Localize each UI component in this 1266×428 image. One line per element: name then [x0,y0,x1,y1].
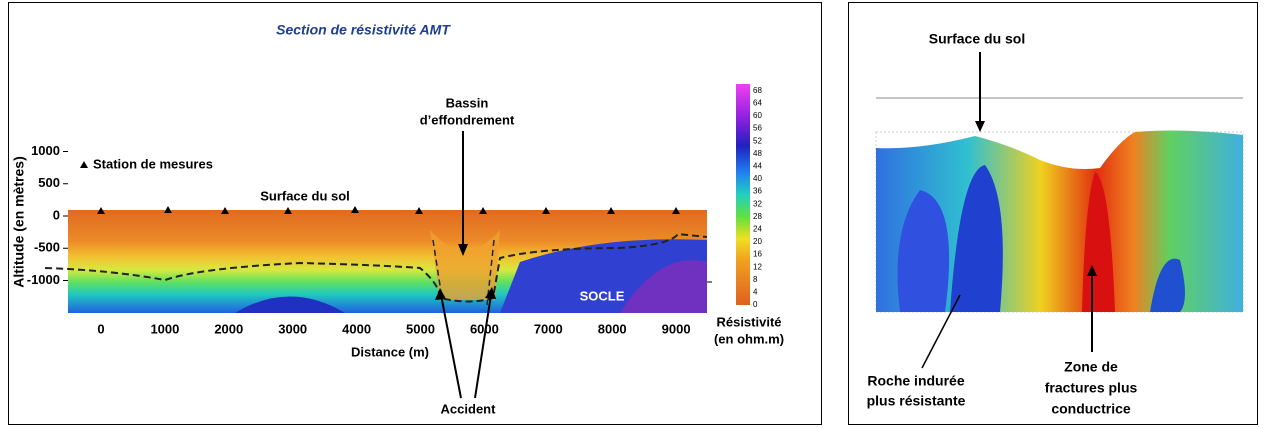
colorbar [736,84,750,305]
colorbar-tick-label: 28 [753,212,762,221]
colorbar-tick-label: 68 [753,86,762,95]
x-tick-label: 7000 [534,321,563,336]
colorbar-title: (en ohm.m) [714,331,784,346]
colorbar-tick-label: 12 [753,262,762,271]
x-tick-label: 1000 [150,321,179,336]
colorbar-tick-label: 60 [753,111,762,120]
colorbar-tick-label: 48 [753,149,762,158]
annotation: Roche indurée [867,373,964,389]
x-tick-label: 6000 [470,321,499,336]
annotation: Zone de [1064,359,1118,375]
y-tick-label: 500 [38,175,60,190]
x-tick-label: 8000 [598,321,627,336]
annotation: conductrice [1051,401,1131,417]
colorbar-tick-label: 24 [753,225,762,234]
colorbar-tick-label: 64 [753,99,762,108]
legend-label: Station de mesures [93,156,213,171]
annotation: d’effondrement [420,112,515,127]
colorbar-tick-label: 4 [753,288,758,297]
y-axis-label: Altitude (en mètres) [11,156,27,287]
colorbar-tick-label: 16 [753,250,762,259]
annotation: fractures plus [1045,380,1138,396]
colorbar-tick-label: 32 [753,199,762,208]
x-tick-label: 5000 [406,321,435,336]
x-tick-label: 3000 [278,321,307,336]
x-tick-label: 9000 [662,321,691,336]
colorbar-tick-label: 36 [753,187,762,196]
annotation: plus résistante [867,393,966,409]
annotation: Bassin [446,95,489,110]
legend-marker [80,161,88,168]
y-tick-label: -1000 [27,272,60,287]
colorbar-tick-label: 20 [753,237,762,246]
annotation: Accident [441,401,497,416]
colorbar-tick-label: 44 [753,162,762,171]
colorbar-tick-label: 8 [753,275,758,284]
annotation: Surface du sol [929,31,1025,47]
arrow-head [975,121,985,132]
x-tick-label: 4000 [342,321,371,336]
title: Section de résistivité AMT [276,22,451,38]
colorbar-tick-label: 52 [753,136,762,145]
x-tick-label: 2000 [214,321,243,336]
colorbar-title: Résistivité [716,314,781,329]
figure: Section de résistivité AMT Station de me… [0,0,1266,428]
x-tick-label: 0 [97,321,104,336]
y-tick-label: -500 [34,240,60,255]
colorbar-tick-label: 56 [753,124,762,133]
annotation: SOCLE [580,288,625,303]
y-tick-label: 0 [53,207,60,222]
colorbar-tick-label: 40 [753,174,762,183]
annotation: Surface du sol [260,188,350,203]
x-axis-label: Distance (m) [351,344,429,359]
y-tick-label: 1000 [31,143,60,158]
colorbar-tick-label: 0 [753,300,758,309]
